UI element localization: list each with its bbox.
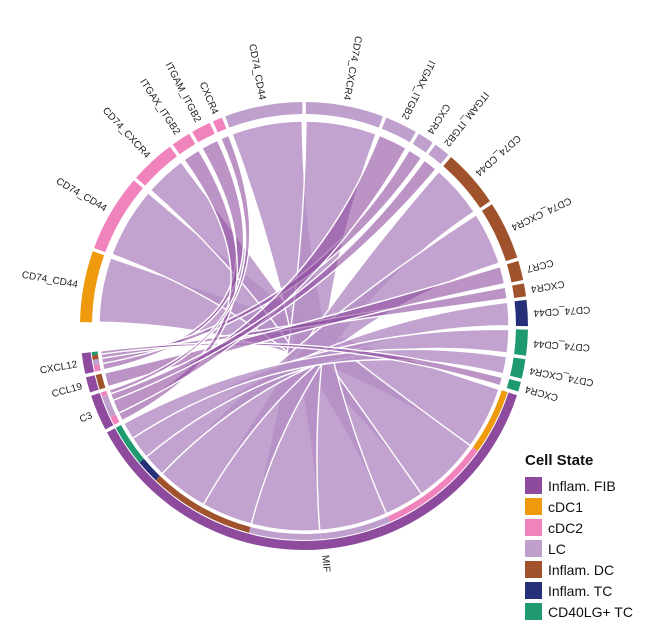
legend-title: Cell State: [525, 452, 594, 469]
sector-arcs: [80, 102, 528, 550]
receptor-label-17: CD74_CXCR4: [528, 365, 594, 388]
chord-link-c3-cxcr4: [108, 134, 251, 395]
receiver-arc-6: [225, 102, 303, 128]
receiver-arc-7: [305, 102, 383, 128]
receptor-label-14: CXCR4: [530, 278, 566, 294]
receptor-label-8: ITGAX_ITGB2: [399, 58, 437, 121]
receiver-arc-18: [506, 379, 521, 392]
legend-item: cDC1: [525, 496, 670, 517]
receiver-arc-13: [506, 260, 524, 283]
receptor-label-9: CXCR4: [424, 101, 452, 136]
sender-strip-cxcl12-0: [93, 364, 101, 372]
legend-item: Inflam. DC: [525, 559, 670, 580]
legend: Cell State Inflam. FIB cDC1 cDC2 LC Inflam. …: [525, 452, 670, 622]
receptor-label-2: CD74_CXCR4: [100, 105, 152, 161]
sender-strip-mif-1: [423, 447, 478, 502]
receiver-arc-3: [172, 133, 196, 155]
legend-swatch: [525, 498, 542, 515]
ligand-label-cxcl12: CXCL12: [39, 359, 79, 376]
sender-strip-ccl19-0: [95, 373, 106, 390]
receptor-label-13: CCR7: [525, 257, 555, 275]
receptor-label-0: CD74_CD44: [21, 270, 79, 291]
legend-label: Inflam. DC: [548, 561, 615, 578]
chord-link-mif-cd74-cxcr4: [122, 348, 508, 440]
legend-swatch: [525, 603, 542, 620]
receptor-label-11: CD74_CD44: [472, 132, 522, 178]
receiver-arc-5: [212, 117, 227, 133]
sender-arc-c3: [91, 392, 114, 430]
sender-strip-mif-7: [139, 458, 160, 481]
sender-strip-mif-2: [387, 496, 427, 522]
sender-strip-mif-8: [125, 439, 144, 463]
receiver-arc-2: [136, 146, 178, 186]
legend-items: Inflam. FIB cDC1 cDC2 LC Inflam. DC Inflam. T…: [525, 475, 670, 622]
legend-item: cDC2: [525, 517, 670, 538]
legend-item: Inflam. FIB: [525, 475, 670, 496]
sender-strip-c3-3: [100, 390, 108, 397]
receiver-arc-12: [481, 204, 518, 262]
sender-strip-cxcl12-1: [92, 358, 100, 366]
sender-strip-cxcl12-2: [92, 354, 99, 360]
receptor-label-5: CXCR4: [197, 81, 220, 117]
legend-item: Inflam. TC: [525, 580, 670, 601]
sender-strip-cxcl12-3: [91, 351, 98, 356]
receptor-label-18: CXCR4: [524, 383, 560, 403]
legend-swatch: [525, 582, 542, 599]
sender-strip-mif-4: [248, 526, 321, 541]
chord-link-cxcl12-cxcr4: [99, 342, 504, 387]
ligand-label-mif: MIF: [319, 555, 332, 573]
receiver-arc-4: [192, 122, 215, 143]
sender-strip-c3-1: [104, 401, 116, 417]
legend-label: LC: [548, 540, 566, 557]
receptor-label-15: CD74_CD44: [533, 304, 591, 318]
sender-arc-ccl19: [85, 375, 99, 393]
receiver-arc-11: [443, 157, 491, 208]
legend-swatch: [525, 561, 542, 578]
sender-strip-mif-3: [319, 516, 391, 540]
ligand-label-ccl19: CCL19: [51, 381, 84, 400]
legend-label: Inflam. FIB: [548, 477, 616, 494]
sender-strip-c3-0: [110, 414, 120, 425]
ligand-label-c3: C3: [78, 410, 94, 425]
receiver-arc-8: [381, 117, 416, 143]
receiver-arc-9: [412, 133, 433, 153]
receiver-arc-15: [514, 299, 528, 327]
chord-links: [98, 120, 510, 532]
sender-arc-mif: [106, 392, 518, 550]
sender-strip-mif-0: [472, 390, 508, 451]
receiver-arc-10: [428, 144, 449, 164]
receptor-label-16: CD74_CD44: [533, 338, 591, 353]
receiver-arc-17: [510, 357, 526, 379]
legend-label: Inflam. TC: [548, 582, 613, 599]
legend-swatch: [525, 477, 542, 494]
legend-item: LC: [525, 538, 670, 559]
receiver-arc-1: [94, 180, 143, 253]
legend-item: CD40LG+ TC: [525, 601, 670, 622]
receptor-label-12: CD74_CXCR4: [509, 194, 573, 232]
receptor-label-10: ITGAM_ITGB2: [441, 89, 491, 148]
receptor-label-6: CD74_CD44: [246, 43, 267, 101]
legend-swatch: [525, 519, 542, 536]
receptor-label-1: CD74_CD44: [54, 176, 109, 214]
sender-strip-mif-5: [198, 507, 251, 533]
chord-link-c3-itgam-itgb2: [109, 159, 438, 402]
sender-strip-mif-6: [155, 475, 202, 513]
receiver-arc-14: [512, 283, 527, 298]
receiver-arc-16: [514, 329, 528, 356]
legend-label: CD40LG+ TC: [548, 603, 633, 620]
legend-label: cDC1: [548, 498, 584, 515]
legend-swatch: [525, 540, 542, 557]
sender-strip-mif-9: [115, 424, 131, 444]
receiver-arc-0: [80, 251, 105, 323]
sender-strip-c3-2: [102, 394, 111, 404]
legend-label: cDC2: [548, 519, 584, 536]
sender-arc-cxcl12: [81, 352, 94, 374]
receptor-label-7: CD74_CXCR4: [341, 35, 364, 101]
